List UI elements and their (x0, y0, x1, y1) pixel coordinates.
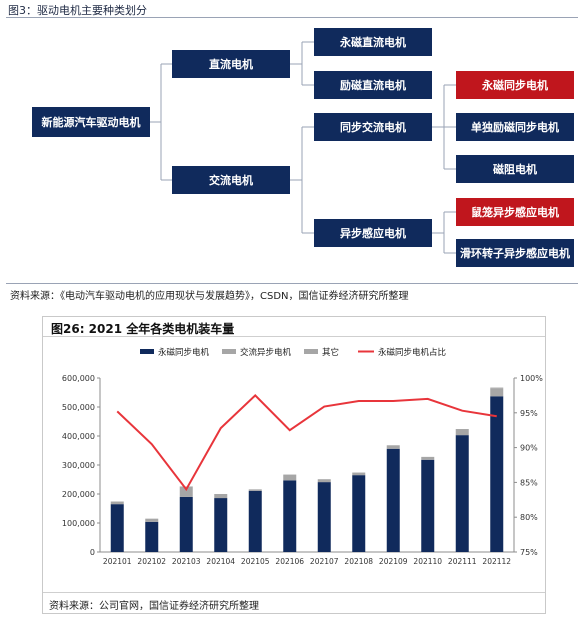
legend-swatch (304, 349, 318, 354)
node-single-excited-sync-motor: 单独励磁同步电机 (456, 113, 574, 141)
x-tick-label: 202111 (448, 557, 477, 566)
node-reluctance-motor: 磁阻电机 (456, 155, 574, 183)
legend-label: 永磁同步电机 (158, 347, 210, 358)
bar-pm-sync (386, 448, 400, 552)
line-pm-sync-share (116, 394, 497, 492)
y-left-tick-label: 200,000 (62, 490, 95, 499)
y-right-tick-label: 95% (520, 409, 538, 418)
legend-label: 其它 (322, 347, 339, 358)
legend-label: 永磁同步电机占比 (378, 347, 446, 358)
bar-ac-async (490, 388, 504, 397)
node-dc-motor: 直流电机 (172, 50, 290, 78)
y-right-tick-label: 80% (520, 513, 538, 522)
y-right-tick-label: 75% (520, 548, 538, 557)
y-left-tick-label: 100,000 (62, 519, 95, 528)
legend-label: 交流异步电机 (240, 347, 292, 358)
bar-ac-async (179, 486, 193, 497)
bar-pm-sync (145, 521, 159, 552)
x-tick-label: 202110 (413, 557, 442, 566)
figure-title: 图3：驱动电机主要种类划分 (8, 4, 147, 17)
y-right-tick-label: 85% (520, 478, 538, 487)
bar-pm-sync (110, 504, 124, 552)
x-tick-label: 202103 (172, 557, 201, 566)
bar-other (490, 387, 504, 389)
node-pm-sync-motor: 永磁同步电机 (456, 71, 574, 99)
connector-ac (290, 126, 314, 234)
bar-ac-async (283, 474, 297, 481)
y-right-tick-label: 90% (520, 444, 538, 453)
node-squirrel-cage-motor: 鼠笼异步感应电机 (456, 198, 574, 226)
bar-other (455, 429, 469, 430)
y-left-tick-label: 600,000 (62, 374, 95, 383)
motor-classification-tree (150, 41, 456, 254)
x-tick-label: 202102 (137, 557, 166, 566)
bar-pm-sync (214, 498, 228, 552)
chart-title-rule (43, 336, 545, 337)
bar-other (179, 486, 193, 487)
motor-volume-chart: 0 100,000 200,000 300,000 400,000 500,000 600,… (62, 347, 543, 566)
x-tick-label: 202105 (241, 557, 270, 566)
node-sync-ac-motor: 同步交流电机 (314, 113, 432, 141)
bar-pm-sync (283, 480, 297, 552)
node-root: 新能源汽车驱动电机 (32, 107, 150, 137)
x-tick-label: 202109 (379, 557, 408, 566)
chart-panel: 图26: 2021 全年各类电机装车量 资料来源：公司官网，国信证券经济研究所整… (42, 316, 546, 614)
chart-source: 资料来源：公司官网，国信证券经济研究所整理 (49, 601, 259, 612)
bar-ac-async (214, 494, 228, 499)
connector-root (150, 63, 172, 181)
bar-ac-async (386, 445, 400, 449)
bar-ac-async (248, 489, 262, 491)
legend-swatch (140, 349, 154, 354)
node-async-induction-motor: 异步感应电机 (314, 219, 432, 247)
y-left-tick-label: 0 (90, 548, 95, 557)
legend-swatch (222, 349, 236, 354)
bar-ac-async (317, 479, 331, 483)
source-rule (6, 283, 578, 284)
y-left-tick-label: 400,000 (62, 432, 95, 441)
bar-pm-sync (352, 475, 366, 552)
bar-ac-async (421, 456, 435, 460)
bar-pm-sync (421, 459, 435, 552)
y-left-tick-label: 500,000 (62, 403, 95, 412)
bar-ac-async (110, 501, 124, 505)
connector-dc (290, 41, 314, 86)
node-pm-dc-motor: 永磁直流电机 (314, 28, 432, 56)
node-excited-dc-motor: 励磁直流电机 (314, 71, 432, 99)
x-tick-label: 202104 (206, 557, 235, 566)
node-ac-motor: 交流电机 (172, 166, 290, 194)
y-right-tick-label: 100% (520, 374, 543, 383)
x-tick-label: 202106 (275, 557, 304, 566)
x-tick-label: 202112 (482, 557, 511, 566)
title-rule (6, 17, 578, 18)
chart-source-rule (43, 592, 545, 593)
x-tick-label: 202101 (103, 557, 132, 566)
bar-ac-async (455, 429, 469, 436)
bar-pm-sync (248, 490, 262, 552)
bar-pm-sync (490, 396, 504, 552)
bar-other (110, 501, 124, 503)
figure-source: 资料来源：《电动汽车驱动电机的应用现状与发展趋势》，CSDN，国信证券经济研究所… (10, 291, 409, 302)
bar-ac-async (145, 518, 159, 522)
x-tick-label: 202107 (310, 557, 339, 566)
connector-async (432, 211, 456, 254)
connector-sync (432, 84, 456, 170)
bar-pm-sync (317, 482, 331, 552)
node-slip-ring-motor: 滑环转子异步感应电机 (456, 239, 574, 267)
bar-ac-async (352, 472, 366, 476)
bar-pm-sync (179, 496, 193, 552)
y-left-tick-label: 300,000 (62, 461, 95, 470)
chart-title: 图26: 2021 全年各类电机装车量 (51, 322, 235, 336)
x-tick-label: 202108 (344, 557, 373, 566)
bar-pm-sync (455, 435, 469, 552)
